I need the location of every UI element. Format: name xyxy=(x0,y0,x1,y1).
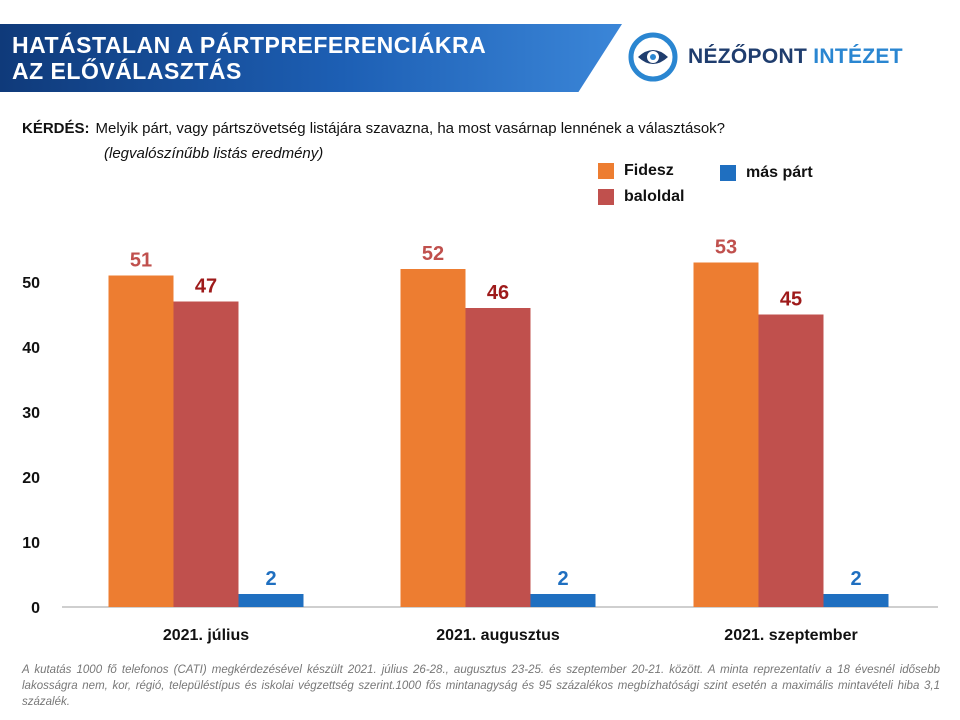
legend-swatch-fidesz xyxy=(598,163,614,179)
data-label-baloldal-2021-augusztus: 46 xyxy=(487,282,509,304)
x-tick-label-2021-szeptember: 2021. szeptember xyxy=(724,627,857,644)
data-label-fidesz-2021-julius: 51 xyxy=(130,250,152,272)
bar-baloldal-2021-julius xyxy=(173,301,239,607)
target-eye-icon xyxy=(628,32,678,82)
data-label-mas-part-2021-szeptember: 2 xyxy=(850,568,861,590)
data-label-fidesz-2021-szeptember: 53 xyxy=(715,237,737,259)
legend-label-baloldal: baloldal xyxy=(624,188,685,205)
bar-mas-part-2021-szeptember xyxy=(823,594,889,607)
bar-fidesz-2021-augusztus xyxy=(400,269,466,607)
legend-swatch-baloldal xyxy=(598,189,614,205)
logo-text-a: NÉZŐPONT xyxy=(688,45,808,68)
legend-swatch-mas-part xyxy=(720,165,736,181)
footnote: A kutatás 1000 fő telefonos (CATI) megké… xyxy=(22,664,940,708)
bar-mas-part-2021-julius xyxy=(238,594,304,607)
bar-fidesz-2021-szeptember xyxy=(693,262,759,607)
bar-baloldal-2021-szeptember xyxy=(758,314,824,607)
data-label-mas-part-2021-augusztus: 2 xyxy=(557,568,568,590)
legend-item-baloldal: baloldal xyxy=(598,188,684,206)
logo: NÉZŐPONT INTÉZET xyxy=(628,32,903,82)
data-label-baloldal-2021-julius: 47 xyxy=(195,276,217,298)
legend-label-fidesz: Fidesz xyxy=(624,162,674,179)
title-line-2: AZ ELŐVÁLASZTÁS xyxy=(12,58,242,84)
page-title: HATÁSTALAN A PÁRTPREFERENCIÁKRA AZ ELŐVÁ… xyxy=(12,32,572,84)
data-label-fidesz-2021-augusztus: 52 xyxy=(422,243,444,265)
y-tick-label-10: 10 xyxy=(22,535,40,552)
legend-item-mas-part: más párt xyxy=(720,164,813,182)
question-label: KÉRDÉS: xyxy=(22,120,90,137)
y-tick-label-50: 50 xyxy=(22,275,40,292)
y-tick-label-20: 20 xyxy=(22,470,40,487)
header-band xyxy=(0,24,622,92)
bar-fidesz-2021-julius xyxy=(108,275,174,607)
y-tick-label-30: 30 xyxy=(22,405,40,422)
x-tick-label-2021-augusztus: 2021. augusztus xyxy=(436,627,560,644)
legend-item-fidesz: Fidesz xyxy=(598,162,674,180)
question-subtext: (legvalószínűbb listás eredmény) xyxy=(104,145,324,162)
bar-mas-part-2021-augusztus xyxy=(530,594,596,607)
y-tick-label-40: 40 xyxy=(22,340,40,357)
logo-text-b: INTÉZET xyxy=(813,45,903,68)
question: KÉRDÉS: Melyik párt, vagy pártszövetség l… xyxy=(22,119,922,139)
bar-baloldal-2021-augusztus xyxy=(465,308,531,607)
y-tick-label-0: 0 xyxy=(31,600,40,617)
title-line-1: HATÁSTALAN A PÁRTPREFERENCIÁKRA xyxy=(12,32,487,58)
data-label-mas-part-2021-julius: 2 xyxy=(265,568,276,590)
x-tick-label-2021-julius: 2021. július xyxy=(163,627,249,644)
question-text: Melyik párt, vagy pártszövetség listájár… xyxy=(95,120,726,137)
data-label-baloldal-2021-szeptember: 45 xyxy=(780,289,802,311)
bar-chart: 0 10 20 30 40 50 51 47 2 2021. július 52 46 2 2021. a… xyxy=(22,237,938,644)
logo-text: NÉZŐPONT INTÉZET xyxy=(688,45,903,69)
legend-label-mas-part: más párt xyxy=(746,164,813,181)
